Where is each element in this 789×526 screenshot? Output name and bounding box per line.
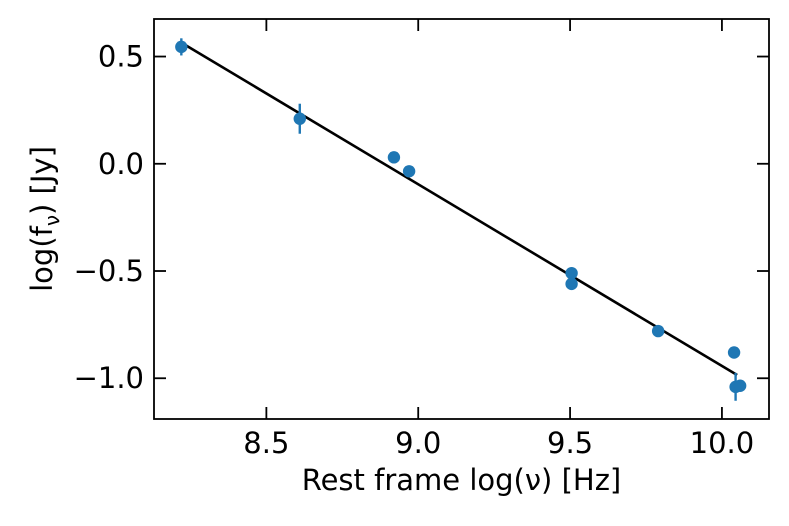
x-axis-ticks: 8.5 9.0 9.5 10.0	[243, 19, 754, 460]
y-axis-label-subscript: ν	[40, 215, 64, 226]
data-point	[175, 40, 188, 54]
y-tick-label: 0.5	[98, 40, 144, 74]
data-point	[402, 165, 416, 178]
data-point	[727, 346, 741, 359]
x-tick-label: 8.5	[243, 426, 289, 460]
data-point	[565, 277, 578, 291]
y-axis-label-tail: ) [Jy]	[25, 146, 59, 215]
plot-area	[153, 18, 770, 420]
x-tick-label: 9.5	[547, 426, 593, 460]
data-point	[733, 379, 747, 392]
x-axis-label: Rest frame log(ν) [Hz]	[302, 463, 622, 497]
y-tick-label: −1.0	[74, 361, 144, 395]
y-axis-label-main: log(f	[25, 225, 59, 292]
y-axis-ticks: 0.5 0.0 −0.5 −1.0	[74, 40, 769, 395]
data-point	[387, 151, 401, 164]
y-axis-label: log(fν) [Jy]	[25, 146, 64, 292]
data-point	[293, 112, 306, 125]
fit-line	[180, 41, 738, 377]
data-point	[565, 266, 578, 280]
data-points-layer	[175, 38, 747, 401]
data-point	[651, 324, 665, 338]
y-tick-label: −0.5	[74, 254, 144, 288]
plot-frame	[153, 18, 770, 420]
fit-line-layer	[180, 41, 738, 377]
y-tick-label: 0.0	[98, 147, 144, 181]
x-tick-label: 10.0	[690, 426, 755, 460]
x-tick-label: 9.0	[395, 426, 441, 460]
